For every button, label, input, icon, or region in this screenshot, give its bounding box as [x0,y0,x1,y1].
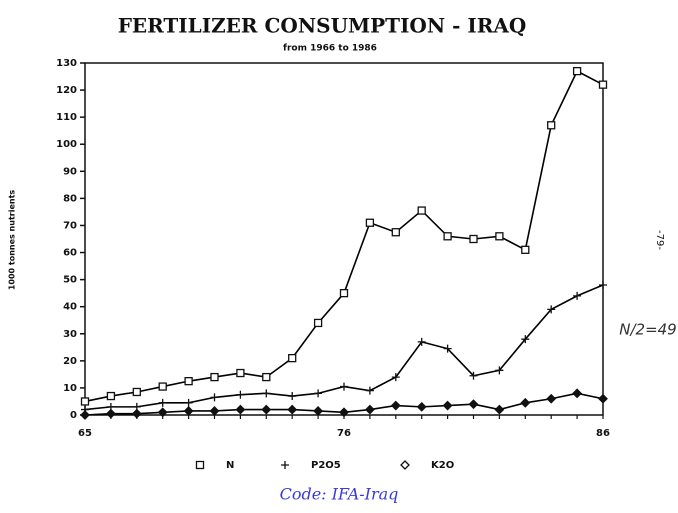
data-point [288,392,297,401]
data-point [158,398,167,407]
data-point [235,404,246,415]
data-point [521,245,530,254]
data-point [105,408,116,419]
y-tick-label: 50 [63,275,77,286]
data-point [236,390,245,399]
data-point [262,372,271,382]
plot-frame [84,62,604,416]
y-tick-label: 90 [63,166,77,177]
data-point [572,388,583,399]
data-point [288,353,297,363]
data-point [599,281,607,290]
data-point [443,232,452,241]
data-point [340,382,348,391]
data-point [494,404,505,415]
data-point [184,398,193,407]
data-point [314,389,323,398]
x-tick-label: 65 [78,428,92,439]
data-point [106,391,116,401]
data-point [443,344,452,353]
y-tick-label: 60 [63,248,77,259]
handwritten-note: N/2=49 [619,321,676,339]
legend-label: N [226,460,234,471]
data-point [339,289,349,298]
y-tick-label: 20 [63,356,77,367]
y-tick-label: 120 [56,85,77,96]
data-point [131,408,142,419]
y-axis-label: 1000 tonnes nutrients [8,190,17,291]
page-number: -79- [654,230,665,250]
data-point [210,372,219,382]
data-point [495,232,504,241]
y-tick-label: 0 [70,410,77,421]
data-point [390,400,401,411]
data-point [598,393,608,404]
data-point [546,393,557,404]
data-point [521,335,530,344]
data-point [417,206,426,215]
data-point [469,371,478,380]
chart-subtitle: from 1966 to 1986 [283,44,377,54]
data-point [469,234,478,244]
data-point [598,80,608,89]
y-tick-label: 70 [63,220,77,231]
data-point [236,368,245,378]
data-point [209,406,220,416]
x-tick-label: 76 [337,428,351,439]
data-point [391,373,400,382]
data-point [184,377,193,386]
data-point [339,407,349,418]
legend-marker [281,461,289,469]
y-tick-label: 30 [63,329,77,340]
y-tick-label: 130 [56,58,77,69]
data-point [416,401,427,412]
legend-marker [195,460,205,470]
data-point [80,397,90,406]
data-point [365,218,375,227]
data-point [520,397,531,408]
data-point [442,400,453,411]
series-line [84,284,604,411]
y-tick-label: 40 [63,302,77,313]
caption: Code: IFA-Iraq [280,485,399,504]
data-point [495,366,504,375]
data-point [391,228,400,237]
data-point [547,121,556,130]
data-point [262,389,271,398]
data-point [80,410,90,420]
data-point [210,393,219,402]
x-tick-label: 86 [596,428,610,439]
y-tick-label: 10 [63,383,77,394]
data-point [547,305,556,314]
data-point [573,291,582,300]
data-point [365,386,374,395]
data-point [417,337,426,346]
data-point [261,404,272,415]
legend-label: K2O [431,460,454,471]
data-point [468,399,479,410]
data-point [287,404,298,415]
chart-title: FERTILIZER CONSUMPTION - IRAQ [118,14,527,38]
y-tick-label: 110 [56,112,77,123]
data-point [572,66,582,76]
data-point [158,382,167,391]
legend-label: P2O5 [311,460,341,471]
y-tick-label: 100 [56,139,77,150]
data-point [157,407,168,418]
data-point [132,387,141,397]
data-point [364,404,375,415]
series-line [84,70,604,403]
y-tick-label: 80 [63,193,77,204]
data-point [183,406,194,416]
data-point [313,406,324,416]
legend-marker [400,460,410,470]
data-point [313,318,323,328]
